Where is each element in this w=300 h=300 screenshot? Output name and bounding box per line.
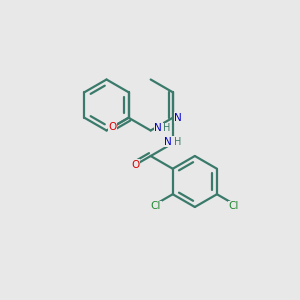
Text: O: O: [108, 122, 117, 132]
Text: N: N: [174, 113, 182, 123]
Text: Cl: Cl: [229, 201, 239, 212]
Text: H: H: [174, 137, 181, 147]
Text: N: N: [164, 137, 172, 147]
Text: N: N: [154, 123, 162, 133]
Text: H: H: [163, 123, 170, 133]
Text: Cl: Cl: [151, 201, 161, 212]
Text: O: O: [131, 160, 139, 170]
